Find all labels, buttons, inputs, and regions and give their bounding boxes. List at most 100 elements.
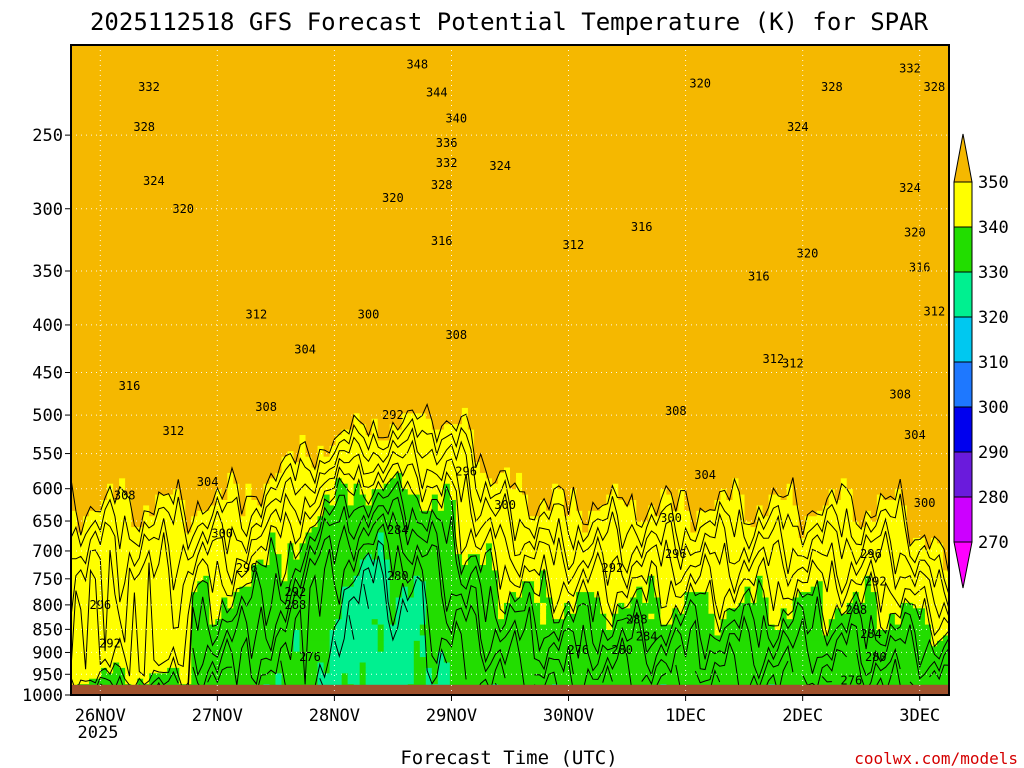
y-tick-label: 450	[32, 364, 63, 384]
field-cell	[383, 532, 457, 539]
field-cell	[329, 451, 475, 458]
field-cell	[479, 462, 949, 469]
field-cell	[383, 635, 427, 642]
field-cell	[335, 489, 349, 496]
field-cell	[71, 613, 192, 620]
field-cell	[786, 608, 794, 615]
field-cell	[305, 445, 319, 452]
contour-label: 324	[143, 174, 165, 188]
field-cell	[552, 500, 565, 507]
field-cell	[299, 548, 379, 555]
contour-label: 280	[611, 643, 633, 657]
field-cell	[131, 510, 144, 517]
field-cell	[71, 348, 949, 355]
field-cell	[71, 565, 253, 572]
field-cell	[71, 61, 949, 68]
contour-label: 320	[382, 191, 404, 205]
field-cell	[317, 678, 343, 685]
field-cell	[666, 489, 679, 496]
field-cell	[744, 500, 770, 507]
field-cell	[401, 592, 409, 599]
field-cell	[648, 581, 655, 588]
field-cell	[846, 602, 878, 609]
field-cell	[804, 516, 854, 523]
field-cell	[143, 678, 150, 685]
field-cell	[119, 483, 126, 490]
field-cell	[431, 505, 439, 512]
field-cell	[552, 483, 559, 490]
field-cell	[467, 559, 481, 566]
field-cell	[341, 673, 349, 680]
field-cell	[335, 500, 349, 507]
field-cell	[131, 500, 156, 507]
field-cell	[594, 592, 637, 599]
field-cell	[888, 619, 896, 626]
field-cell	[191, 602, 210, 609]
field-cell	[71, 153, 949, 160]
field-cell	[582, 510, 589, 517]
field-cell	[71, 521, 78, 528]
field-cell	[756, 581, 764, 588]
field-cell	[612, 613, 649, 620]
field-cell	[359, 673, 367, 680]
field-cell	[281, 565, 289, 572]
field-cell	[419, 494, 433, 501]
field-cell	[413, 586, 427, 593]
field-cell	[852, 505, 878, 512]
field-cell	[467, 424, 949, 431]
field-cell	[443, 657, 949, 664]
field-cell	[323, 500, 331, 507]
colorbar-label: 280	[978, 488, 1009, 508]
contour-label: 328	[133, 120, 155, 134]
field-cell	[71, 234, 949, 241]
field-cell	[71, 586, 198, 593]
field-cell	[714, 630, 722, 637]
field-cell	[473, 440, 949, 447]
field-cell	[588, 521, 692, 528]
field-cell	[906, 527, 949, 534]
field-cell	[191, 662, 319, 669]
field-cell	[546, 602, 553, 609]
colorbar-segment	[953, 451, 973, 498]
field-cell	[876, 510, 908, 517]
field-cell	[395, 602, 427, 609]
field-cell	[191, 527, 313, 534]
field-cell	[564, 608, 571, 615]
field-cell	[293, 543, 301, 550]
field-cell	[119, 662, 192, 669]
field-cell	[71, 516, 78, 523]
field-cell	[113, 667, 126, 674]
field-cell	[455, 548, 487, 555]
field-cell	[828, 489, 836, 496]
field-cell	[720, 494, 728, 501]
field-cell	[377, 532, 385, 539]
field-cell	[437, 500, 445, 507]
field-cell	[83, 516, 132, 523]
field-cell	[191, 673, 277, 680]
field-cell	[359, 570, 391, 577]
field-cell	[209, 592, 234, 599]
field-cell	[71, 169, 949, 176]
field-cell	[570, 510, 583, 517]
field-cell	[377, 646, 385, 653]
contour-label: 300	[358, 308, 380, 322]
field-cell	[564, 613, 607, 620]
field-cell	[317, 451, 325, 458]
field-cell	[215, 619, 337, 626]
field-cell	[227, 489, 240, 496]
field-cell	[503, 467, 511, 474]
field-cell	[906, 532, 949, 539]
field-cell	[455, 505, 529, 512]
field-cell	[732, 483, 740, 490]
field-cell	[71, 342, 949, 349]
field-cell	[852, 489, 896, 496]
field-cell	[71, 435, 301, 442]
field-cell	[510, 478, 517, 485]
field-cell	[71, 424, 355, 431]
contour-label: 320	[797, 246, 819, 260]
grid-lines	[71, 45, 949, 696]
field-cell	[71, 500, 102, 507]
field-cell	[365, 662, 415, 669]
